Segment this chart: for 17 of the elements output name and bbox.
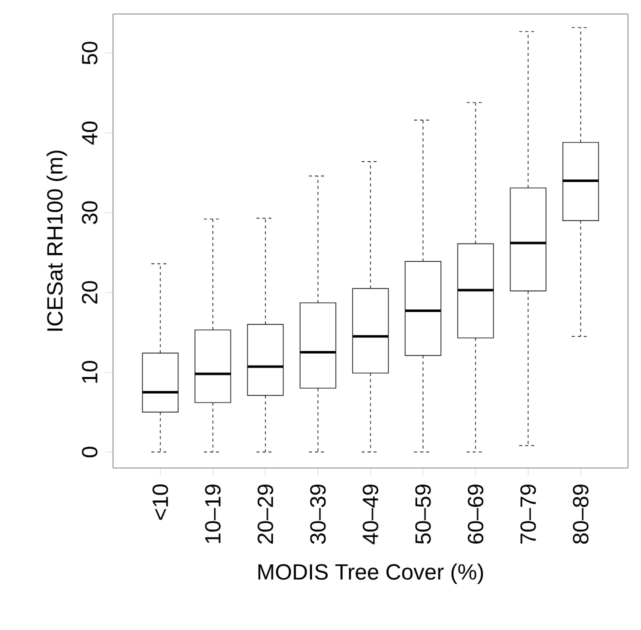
x-tick-label: 10–19 xyxy=(205,484,221,544)
x-axis-title: MODIS Tree Cover (%) xyxy=(258,564,483,584)
x-tick-label: 60–69 xyxy=(468,484,484,544)
y-tick-label: 0 xyxy=(82,446,98,458)
x-tick-label: 20–29 xyxy=(258,484,274,544)
x-tick-label: 80–89 xyxy=(572,484,588,544)
y-tick-label: 20 xyxy=(82,281,98,304)
y-tick-label: 50 xyxy=(82,42,98,64)
x-tick-label: 70–79 xyxy=(520,484,536,544)
y-tick-label: 30 xyxy=(82,201,98,224)
y-tick-label: 10 xyxy=(82,360,98,383)
y-axis-title: ICESat RH100 (m) xyxy=(46,150,68,331)
x-tick-label: 50–59 xyxy=(415,484,431,544)
x-tick-label: <10 xyxy=(152,484,168,520)
x-tick-label: 40–49 xyxy=(362,484,378,544)
x-tick-label: 30–39 xyxy=(310,484,326,544)
y-tick-label: 40 xyxy=(82,122,98,145)
